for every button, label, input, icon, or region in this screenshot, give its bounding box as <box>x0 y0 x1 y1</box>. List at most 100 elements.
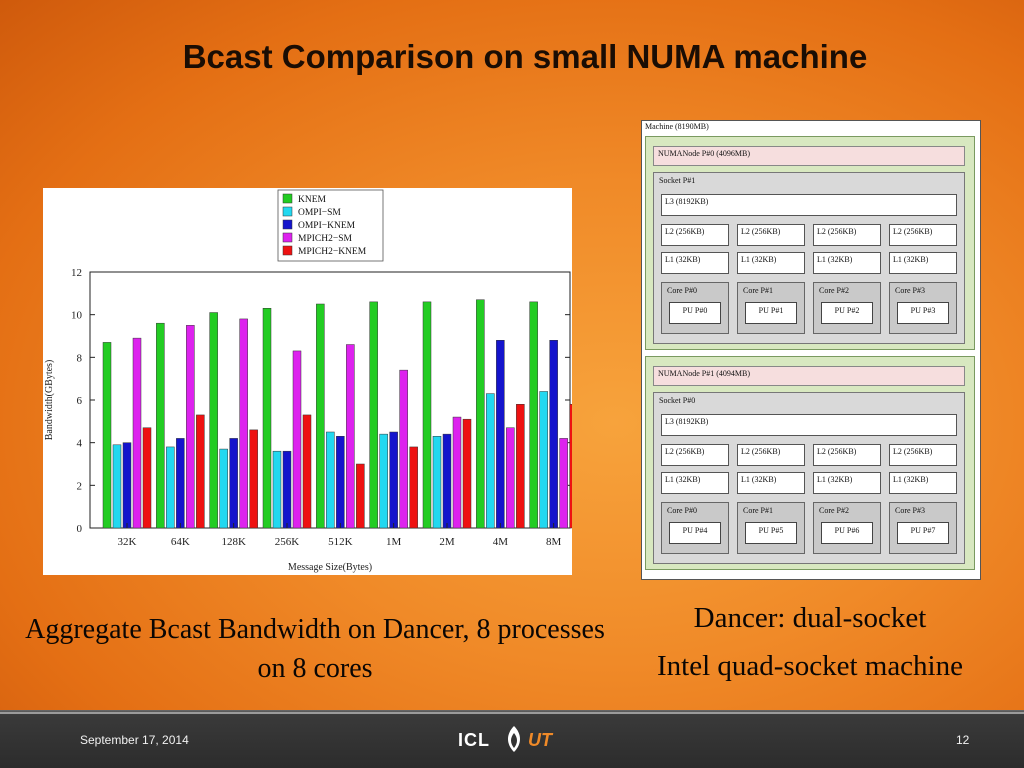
pu-box: PU P#2 <box>821 302 873 324</box>
bar <box>249 429 258 529</box>
l1-cache: L1 (32KB) <box>813 252 881 274</box>
bar <box>176 438 185 529</box>
machine-caption-line2: Intel quad-socket machine <box>657 650 963 682</box>
bar <box>282 450 292 529</box>
bar <box>356 463 365 529</box>
bar <box>529 301 538 529</box>
x-tick-label: 64K <box>171 536 190 548</box>
x-tick-label: 8M <box>546 536 562 548</box>
x-tick-label: 256K <box>275 536 300 548</box>
core-label: Core P#1 <box>743 286 773 295</box>
bar <box>209 312 218 529</box>
bar <box>142 427 152 529</box>
bar <box>432 436 442 529</box>
l2-cache: L2 (256KB) <box>889 444 957 466</box>
legend-label: MPICH2−KNEM <box>298 247 367 257</box>
footer-date: September 17, 2014 <box>80 733 189 747</box>
x-tick-label: 4M <box>493 536 509 548</box>
icl-ut-logo: ICL UT <box>458 722 568 756</box>
bar <box>346 344 355 529</box>
l3-cache: L3 (8192KB) <box>661 194 957 216</box>
pu-box: PU P#5 <box>745 522 797 544</box>
bar <box>389 431 398 529</box>
bar <box>336 436 345 529</box>
bar <box>442 433 452 529</box>
l2-cache: L2 (256KB) <box>737 224 805 246</box>
y-tick-label: 12 <box>71 267 82 279</box>
bar <box>229 438 238 529</box>
bar <box>326 431 335 529</box>
l2-cache: L2 (256KB) <box>661 444 729 466</box>
l2-cache: L2 (256KB) <box>813 444 881 466</box>
core-label: Core P#0 <box>667 286 697 295</box>
l1-cache: L1 (32KB) <box>661 472 729 494</box>
bar <box>559 438 568 529</box>
legend-box <box>277 189 384 262</box>
l2-cache: L2 (256KB) <box>889 224 957 246</box>
numa-node-label: NUMANode P#0 (4096MB) <box>653 146 965 166</box>
l2-cache: L2 (256KB) <box>661 224 729 246</box>
bar <box>186 325 195 529</box>
logo-ut-text: UT <box>528 730 552 750</box>
core-label: Core P#1 <box>743 506 773 515</box>
legend-swatch <box>282 193 293 204</box>
legend-swatch <box>282 206 293 217</box>
x-tick-label: 512K <box>328 536 353 548</box>
bar <box>506 427 515 529</box>
l3-cache: L3 (8192KB) <box>661 414 957 436</box>
socket-label: Socket P#1 <box>659 176 696 185</box>
bar <box>112 444 122 529</box>
flame-icon <box>508 726 520 752</box>
core-label: Core P#3 <box>895 506 925 515</box>
bar <box>239 318 248 529</box>
bar <box>486 393 495 529</box>
pu-box: PU P#3 <box>897 302 949 324</box>
bar <box>549 340 558 529</box>
legend-label: KNEM <box>298 195 327 205</box>
bar <box>539 391 548 529</box>
page-number: 12 <box>956 733 970 747</box>
y-tick-label: 0 <box>77 523 83 535</box>
y-tick-label: 4 <box>77 438 83 450</box>
legend-swatch <box>282 245 293 256</box>
bar <box>166 446 175 529</box>
y-tick-label: 2 <box>77 480 83 492</box>
logo-icl-text: ICL <box>458 730 490 750</box>
slide-title: Bcast Comparison on small NUMA machine <box>182 38 868 75</box>
bar <box>569 404 572 529</box>
core-label: Core P#2 <box>819 286 849 295</box>
bar <box>379 433 388 529</box>
l1-cache: L1 (32KB) <box>661 252 729 274</box>
legend-swatch <box>282 232 293 243</box>
legend-swatch <box>282 219 293 230</box>
y-tick-label: 6 <box>77 395 83 407</box>
pu-box: PU P#6 <box>821 522 873 544</box>
x-tick-label: 2M <box>439 536 455 548</box>
l1-cache: L1 (32KB) <box>737 252 805 274</box>
bar <box>516 404 525 529</box>
bar <box>496 340 505 529</box>
x-tick-label: 128K <box>221 536 246 548</box>
bar <box>132 337 142 529</box>
x-tick-label: 32K <box>118 536 137 548</box>
bar <box>316 303 325 529</box>
bar <box>399 369 408 529</box>
numa-topology-diagram: Machine (8190MB) NUMANode P#0 (4096MB) Soc… <box>641 120 981 580</box>
core-label: Core P#0 <box>667 506 697 515</box>
l2-cache: L2 (256KB) <box>737 444 805 466</box>
bar <box>122 442 132 529</box>
core-label: Core P#2 <box>819 506 849 515</box>
bar <box>219 448 228 529</box>
bar <box>156 322 165 529</box>
x-axis-label: Message Size(Bytes) <box>288 562 372 573</box>
machine-label: Machine (8190MB) <box>645 122 709 131</box>
y-tick-label: 10 <box>71 310 83 322</box>
pu-box: PU P#0 <box>669 302 721 324</box>
legend-label: OMPI−KNEM <box>298 221 356 231</box>
bar <box>409 446 418 529</box>
footer-bar <box>0 710 1024 768</box>
bar <box>292 350 302 529</box>
core-label: Core P#3 <box>895 286 925 295</box>
pu-box: PU P#1 <box>745 302 797 324</box>
